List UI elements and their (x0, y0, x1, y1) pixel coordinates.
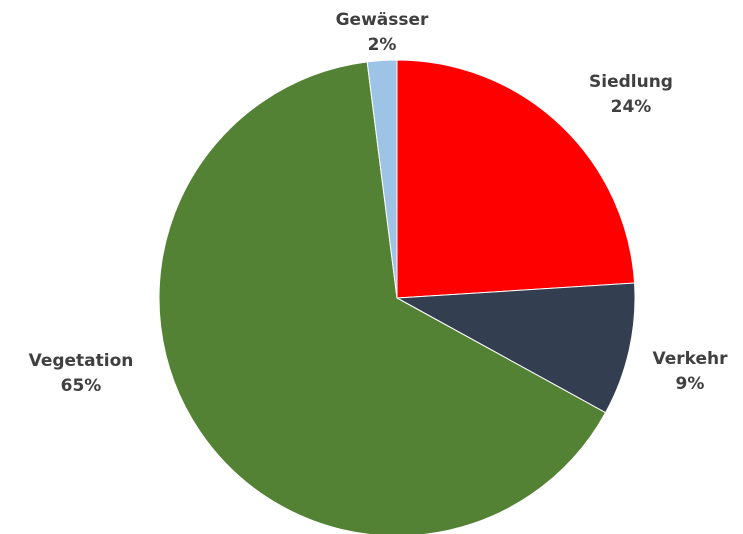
label-gewasser-name: Gewässer (335, 10, 429, 30)
label-verkehr-value: 9% (675, 374, 705, 394)
label-vegetation-name: Vegetation (28, 351, 134, 371)
label-gewasser-value: 2% (367, 35, 397, 55)
slice-verkehr (395, 282, 636, 414)
slice-gewasser (366, 59, 398, 299)
label-siedlung-value: 24% (610, 97, 652, 117)
label-verkehr: Verkehr 9% (652, 347, 727, 397)
label-vegetation: Vegetation 65% (29, 349, 134, 399)
slice-vegetation (158, 61, 607, 534)
slice-siedlung (396, 59, 636, 299)
label-siedlung-name: Siedlung (589, 72, 673, 92)
label-vegetation-value: 65% (60, 376, 102, 396)
label-gewasser: Gewässer 2% (336, 8, 429, 58)
label-verkehr-name: Verkehr (652, 349, 728, 369)
label-siedlung: Siedlung 24% (589, 70, 673, 120)
